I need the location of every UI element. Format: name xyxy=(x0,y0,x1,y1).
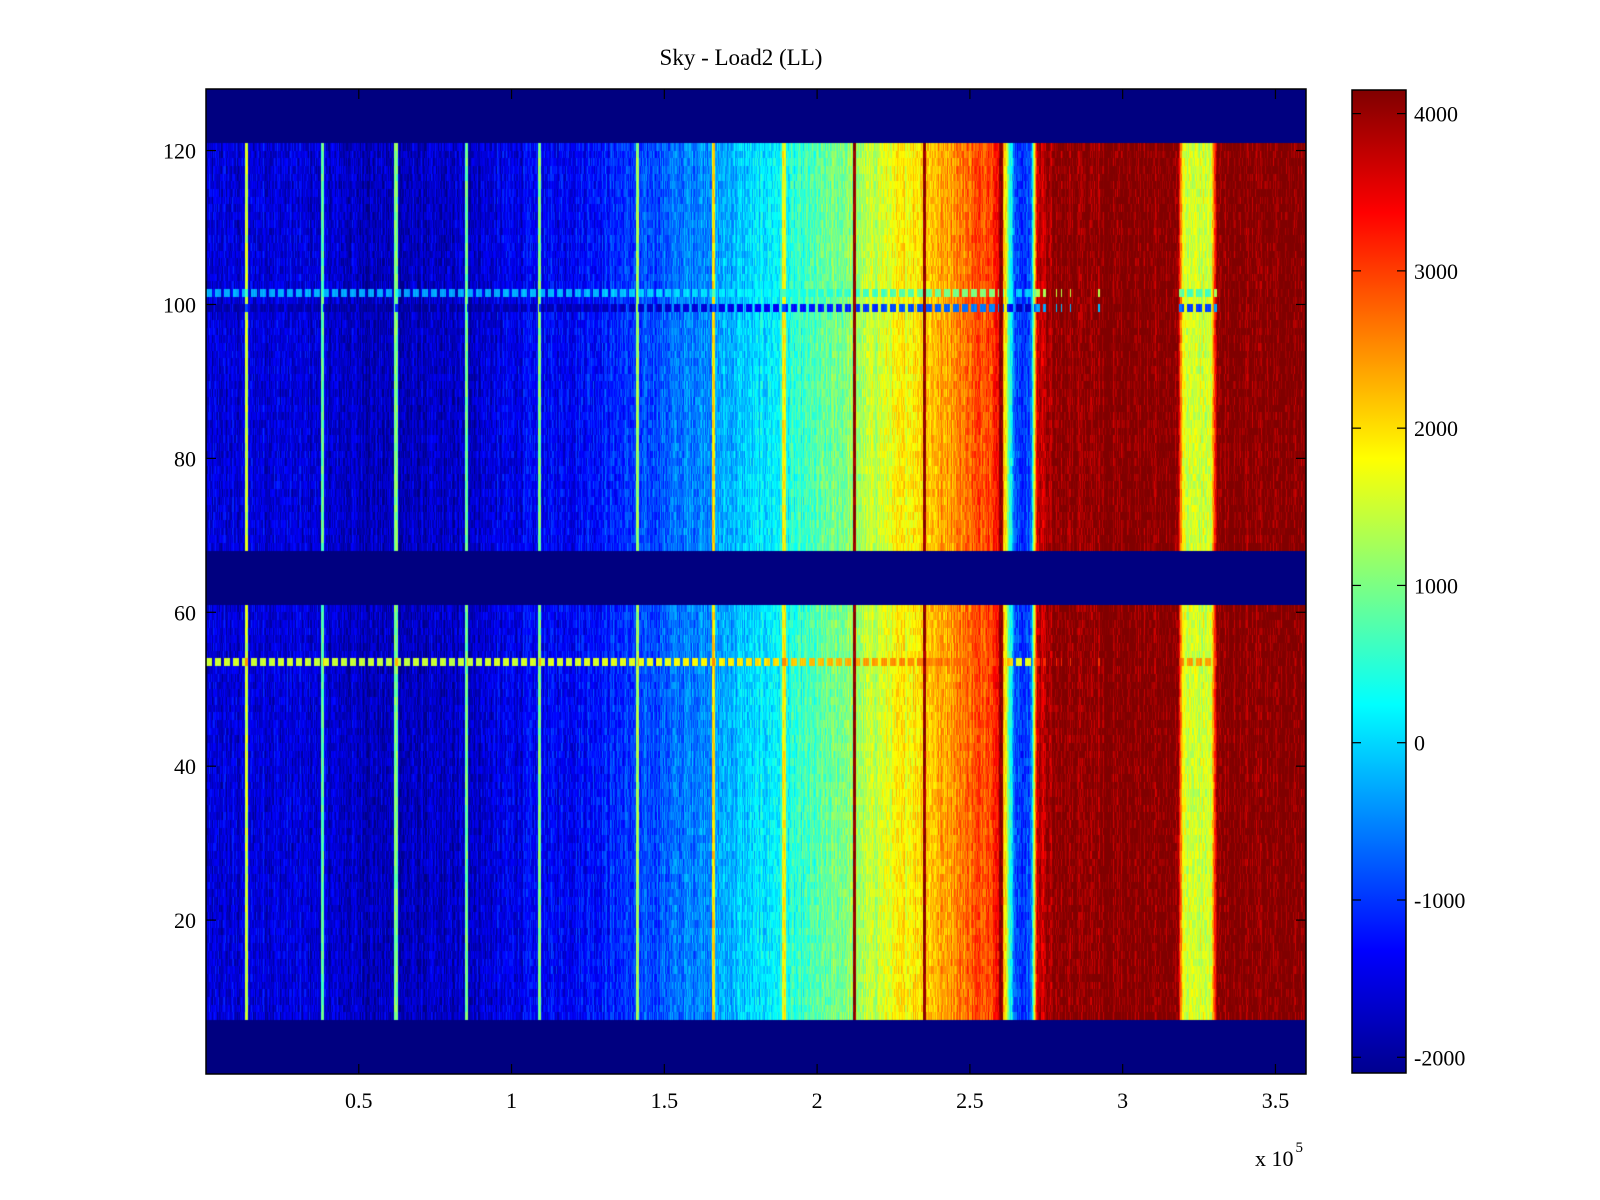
x-tick-label: 3 xyxy=(1117,1088,1128,1113)
plot-area-border xyxy=(205,88,1307,1075)
colorbar-tick-label: 2000 xyxy=(1414,416,1458,441)
colorbar: -2000 -1000 0 1000 2000 3000 4000 xyxy=(1351,89,1465,1074)
x-tick-label: 1.5 xyxy=(651,1088,679,1113)
y-tick-label: 120 xyxy=(163,139,196,164)
colorbar-tick-label: 1000 xyxy=(1414,573,1458,598)
heatmap xyxy=(206,89,1306,1074)
heatmap-canvas xyxy=(206,89,1306,1074)
colorbar-tick-label: 4000 xyxy=(1414,102,1458,127)
y-tick-label: 100 xyxy=(163,292,196,317)
colorbar-tick-label: -2000 xyxy=(1414,1045,1465,1070)
x-multiplier-label: x 10 5 xyxy=(1255,1140,1303,1171)
x-tick-label: 1 xyxy=(506,1088,517,1113)
colorbar-tick-label: 3000 xyxy=(1414,259,1458,284)
y-tick-label: 40 xyxy=(174,754,196,779)
y-tick-label: 20 xyxy=(174,908,196,933)
colorbar-tick-label: -1000 xyxy=(1414,888,1465,913)
colorbar-gradient xyxy=(1351,89,1407,1074)
y-tick-label: 80 xyxy=(174,446,196,471)
y-tick-label: 60 xyxy=(174,600,196,625)
x-tick-label: 2.5 xyxy=(956,1088,984,1113)
x-tick-label: 3.5 xyxy=(1262,1088,1290,1113)
x-tick-label: 0.5 xyxy=(345,1088,373,1113)
y-axis: 20 40 60 80 100 120 xyxy=(163,139,1306,933)
colorbar-tick-label: 0 xyxy=(1414,731,1425,756)
x-tick-label: 2 xyxy=(812,1088,823,1113)
chart-title: Sky - Load2 (LL) xyxy=(660,45,823,70)
colorbar-ticks: -2000 -1000 0 1000 2000 3000 4000 xyxy=(1352,102,1465,1070)
x-axis: 0.5 1 1.5 2 2.5 3 3.5 xyxy=(345,89,1289,1113)
